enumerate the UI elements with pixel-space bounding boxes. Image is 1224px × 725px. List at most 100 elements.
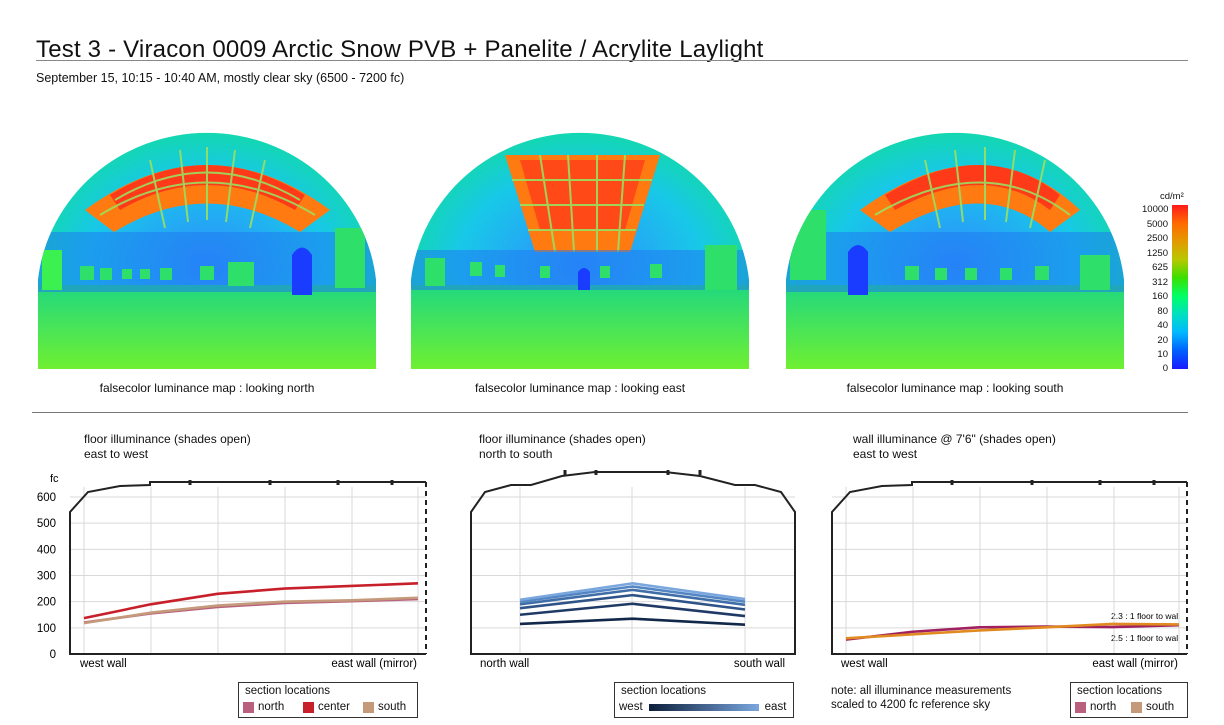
- series-line: [519, 593, 746, 611]
- legend-swatch: [1075, 701, 1086, 713]
- series-line: [519, 582, 746, 602]
- chart1-title: floor illuminance (shades open) east to …: [84, 432, 251, 462]
- chart1-legend: section locations north center south: [238, 682, 418, 718]
- map-caption-east: falsecolor luminance map : looking east: [474, 381, 686, 395]
- roof-marker: [390, 480, 394, 485]
- legend-swatch: [243, 701, 254, 713]
- legend-item-north: north: [1075, 701, 1116, 713]
- chart1-title-line: floor illuminance (shades open): [84, 432, 251, 446]
- colorbar-tick: 1250: [1146, 248, 1168, 259]
- legend-swatch: [1131, 701, 1142, 713]
- roof-marker: [950, 480, 954, 485]
- series-line: [83, 582, 419, 620]
- legend-label: north: [1090, 701, 1117, 713]
- title-rule: [36, 60, 1188, 61]
- chart1-xlabel-right: east wall (mirror): [331, 658, 417, 670]
- section-divider: [32, 412, 1188, 413]
- map-caption-north: falsecolor luminance map : looking north: [99, 381, 315, 395]
- series-line: [519, 617, 746, 626]
- section-outline: [470, 471, 796, 655]
- roof-marker: [666, 470, 670, 475]
- ytick-label: 600: [37, 492, 56, 504]
- colorbar-tick: 625: [1152, 262, 1168, 273]
- ytick-label: 300: [37, 571, 56, 583]
- chart3-legend-title: section locations: [1077, 685, 1163, 697]
- chart3-xlabel-right: east wall (mirror): [1092, 658, 1178, 670]
- map-caption-south: falsecolor luminance map : looking south: [846, 381, 1064, 395]
- legend-gradient-bar: [648, 703, 759, 711]
- chart2-legend: section locations west east: [614, 682, 794, 718]
- legend-swatch: [303, 701, 314, 713]
- colorbar-tick: 5000: [1146, 219, 1168, 230]
- chart3-title: wall illuminance @ 7'6" (shades open) ea…: [853, 432, 1056, 462]
- series-line: [519, 588, 746, 607]
- chart2-xlabel-left: north wall: [480, 658, 529, 670]
- roof-marker: [594, 470, 598, 475]
- ytick-label: 500: [37, 518, 56, 530]
- roof-marker: [336, 480, 340, 485]
- chart3-annotation-2: 2.5 : 1 floor to wall: [1111, 633, 1180, 643]
- roof-marker: [1030, 480, 1034, 485]
- colorbar-tick: 10000: [1142, 204, 1169, 215]
- colorbar-tick: 160: [1152, 291, 1168, 302]
- colorbar-tick: 10: [1157, 349, 1168, 360]
- ytick-label: 100: [37, 623, 56, 635]
- legend-label: south: [1146, 701, 1175, 713]
- colorbar-tick: 40: [1157, 320, 1168, 331]
- roof-marker: [563, 470, 567, 475]
- colorbar-tick: 80: [1157, 306, 1168, 317]
- colorbar-unit: cd/m²: [1160, 191, 1184, 202]
- section-outline: [831, 481, 1187, 655]
- chart1-xlabel-left: west wall: [79, 658, 127, 670]
- chart2-legend-gradient: west east: [619, 701, 786, 713]
- legend-label-east: east: [764, 701, 787, 713]
- colorbar-tick: 20: [1157, 335, 1168, 346]
- ytick-label: 400: [37, 544, 56, 556]
- roof-marker: [1152, 480, 1156, 485]
- ytick-label: 200: [37, 597, 56, 609]
- colorbar-tick: 312: [1152, 277, 1168, 288]
- chart3-subtitle: east to west: [853, 447, 918, 461]
- chart1-ylabel: fc: [50, 473, 59, 485]
- roof-marker: [698, 470, 702, 475]
- ytick-label: 0: [50, 649, 56, 661]
- roof-marker: [188, 480, 192, 485]
- colorbar-tick: 2500: [1146, 233, 1168, 244]
- chart2-subtitle: north to south: [479, 447, 553, 461]
- page-title: Test 3 - Viracon 0009 Arctic Snow PVB + …: [36, 36, 764, 63]
- chart3-title-line: wall illuminance @ 7'6" (shades open): [853, 432, 1056, 446]
- note-line: scaled to 4200 fc reference sky: [831, 699, 991, 711]
- series-line: [519, 585, 746, 603]
- series-line: [83, 596, 419, 625]
- chart2-legend-title: section locations: [621, 685, 707, 697]
- chart3-annotation-1: 2.3 : 1 floor to wall: [1111, 611, 1180, 621]
- legend-swatch: [363, 701, 374, 713]
- legend-label: north: [258, 701, 285, 713]
- roof-marker: [1098, 480, 1102, 485]
- chart1-subtitle: east to west: [84, 447, 149, 461]
- chart3-legend: section locations north south: [1070, 682, 1188, 718]
- falsecolor-maps: [38, 132, 1124, 369]
- chart3-xlabel-left: west wall: [840, 658, 888, 670]
- page-subtitle: September 15, 10:15 - 10:40 AM, mostly c…: [36, 71, 405, 85]
- colorbar: [1172, 205, 1188, 369]
- legend-item-center: center: [303, 701, 350, 713]
- chart1-legend-title: section locations: [245, 685, 331, 697]
- chart2-xlabel-right: south wall: [734, 658, 785, 670]
- series-line: [845, 622, 1180, 640]
- legend-label: south: [378, 701, 407, 713]
- section-outline: [69, 481, 426, 655]
- chart3-note: note: all illuminance measurements scale…: [831, 684, 1011, 712]
- series-line: [845, 623, 1180, 641]
- note-line: note: all illuminance measurements: [831, 685, 1012, 697]
- legend-item-south: south: [363, 701, 406, 713]
- legend-label-west: west: [619, 701, 643, 713]
- legend-label: center: [318, 701, 350, 713]
- legend-item-south: south: [1131, 701, 1174, 713]
- colorbar-tick: 0: [1162, 363, 1168, 374]
- chart2-title-line: floor illuminance (shades open): [479, 432, 646, 446]
- chart2-title: floor illuminance (shades open) north to…: [479, 432, 646, 462]
- series-line: [519, 602, 746, 618]
- roof-marker: [268, 480, 272, 485]
